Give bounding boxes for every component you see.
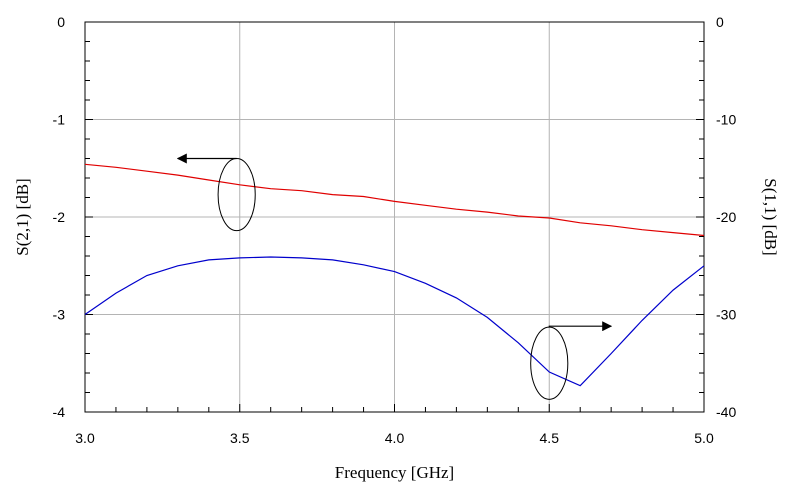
x-tick-label: 4.5 (540, 430, 560, 446)
y-right-tick-labels: 0 -10 -20 -30 -40 (716, 14, 736, 420)
y-right-axis-title: S(1,1) [dB] (761, 178, 780, 255)
y-left-tick-label: -2 (53, 209, 66, 225)
y-left-tick-label: -3 (53, 307, 66, 323)
x-tick-labels: 3.0 3.5 4.0 4.5 5.0 (75, 430, 714, 446)
s21-series-line (84, 163, 705, 237)
x-tick-label: 4.0 (385, 430, 405, 446)
minor-ticks (84, 21, 705, 413)
y-left-tick-label: -4 (53, 404, 66, 420)
series-layer (84, 163, 705, 387)
s11-series-line (84, 256, 705, 387)
y-right-tick-label: -20 (716, 209, 736, 225)
y-left-axis-title: S(2,1) [dB] (13, 178, 32, 255)
y-right-tick-label: 0 (716, 14, 724, 30)
y-right-tick-label: -40 (716, 404, 736, 420)
annotation-layer (176, 153, 613, 400)
grid-lines (85, 22, 704, 412)
y-left-tick-label: 0 (57, 14, 65, 30)
x-axis-title: Frequency [GHz] (335, 463, 454, 482)
x-tick-label: 5.0 (694, 430, 714, 446)
y-left-tick-label: -1 (53, 112, 66, 128)
x-tick-label: 3.5 (230, 430, 250, 446)
y-right-tick-label: -30 (716, 307, 736, 323)
x-tick-label: 3.0 (75, 430, 95, 446)
annotation-arrow (548, 321, 613, 332)
y-right-tick-label: -10 (716, 112, 736, 128)
annotation-ellipse (217, 158, 256, 232)
y-left-tick-labels: 0 -1 -2 -3 -4 (53, 14, 66, 420)
